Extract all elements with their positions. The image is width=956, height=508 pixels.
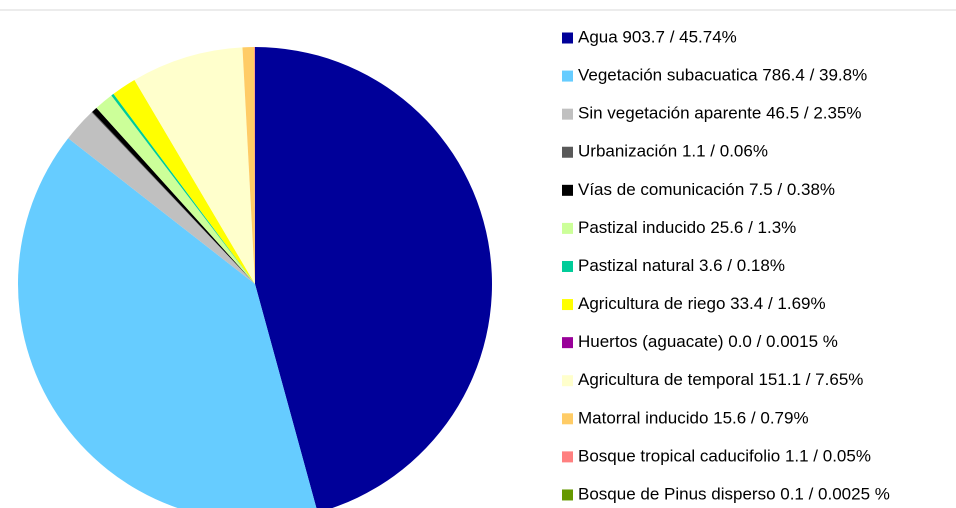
pie-slice [18,138,317,508]
legend-swatch [562,108,573,120]
pie-slice [111,93,255,285]
legend-label: Urbanización 1.1 / 0.06% [578,142,768,161]
legend-swatch [562,299,573,311]
pie-slice [255,47,492,508]
legend-swatch [562,260,573,272]
pie-slice [96,95,256,284]
pie-slice [68,112,255,284]
legend-swatch [562,146,573,158]
pie-slice [134,79,255,284]
legend-label: Agua 903.7 / 45.74% [578,27,737,46]
pie-slice [91,111,256,284]
legend-label: Vegetación subacuatica 786.4 / 39.8% [578,66,867,85]
legend-label: Bosque tropical caducifolio 1.1 / 0.05% [578,446,871,465]
legend-label: Agricultura de temporal 151.1 / 7.65% [578,370,863,389]
legend-swatch [562,375,573,387]
legend-label: Pastizal natural 3.6 / 0.18% [578,256,785,275]
legend-label: Bosque de Pinus disperso 0.1 / 0.0025 % [578,484,890,503]
legend-swatch [562,184,573,196]
pie-slice [113,79,255,285]
pie-slice [254,47,255,285]
pie-slice [242,47,255,285]
legend-swatch [562,32,573,44]
legend-label: Pastizal inducido 25.6 / 1.3% [578,218,796,237]
legend-label: Vías de comunicación 7.5 / 0.38% [578,180,835,199]
legend-swatch [562,337,573,349]
pie [18,47,492,508]
legend-label: Sin vegetación aparente 46.5 / 2.35% [578,104,862,123]
legend-swatch [562,489,573,501]
legend-swatch [562,413,573,425]
pie-slice [134,47,255,284]
legend-swatch [562,222,573,234]
legend-swatch [562,70,573,82]
legend-label: Agricultura de riego 33.4 / 1.69% [578,294,826,313]
legend-swatch [562,451,573,463]
legend: Agua 903.7 / 45.74% Vegetación subacuatic… [562,27,890,503]
legend-label: Matorral inducido 15.6 / 0.79% [578,408,809,427]
legend-label: Huertos (aguacate) 0.0 / 0.0015 % [578,332,838,351]
pie-slice [92,107,256,285]
